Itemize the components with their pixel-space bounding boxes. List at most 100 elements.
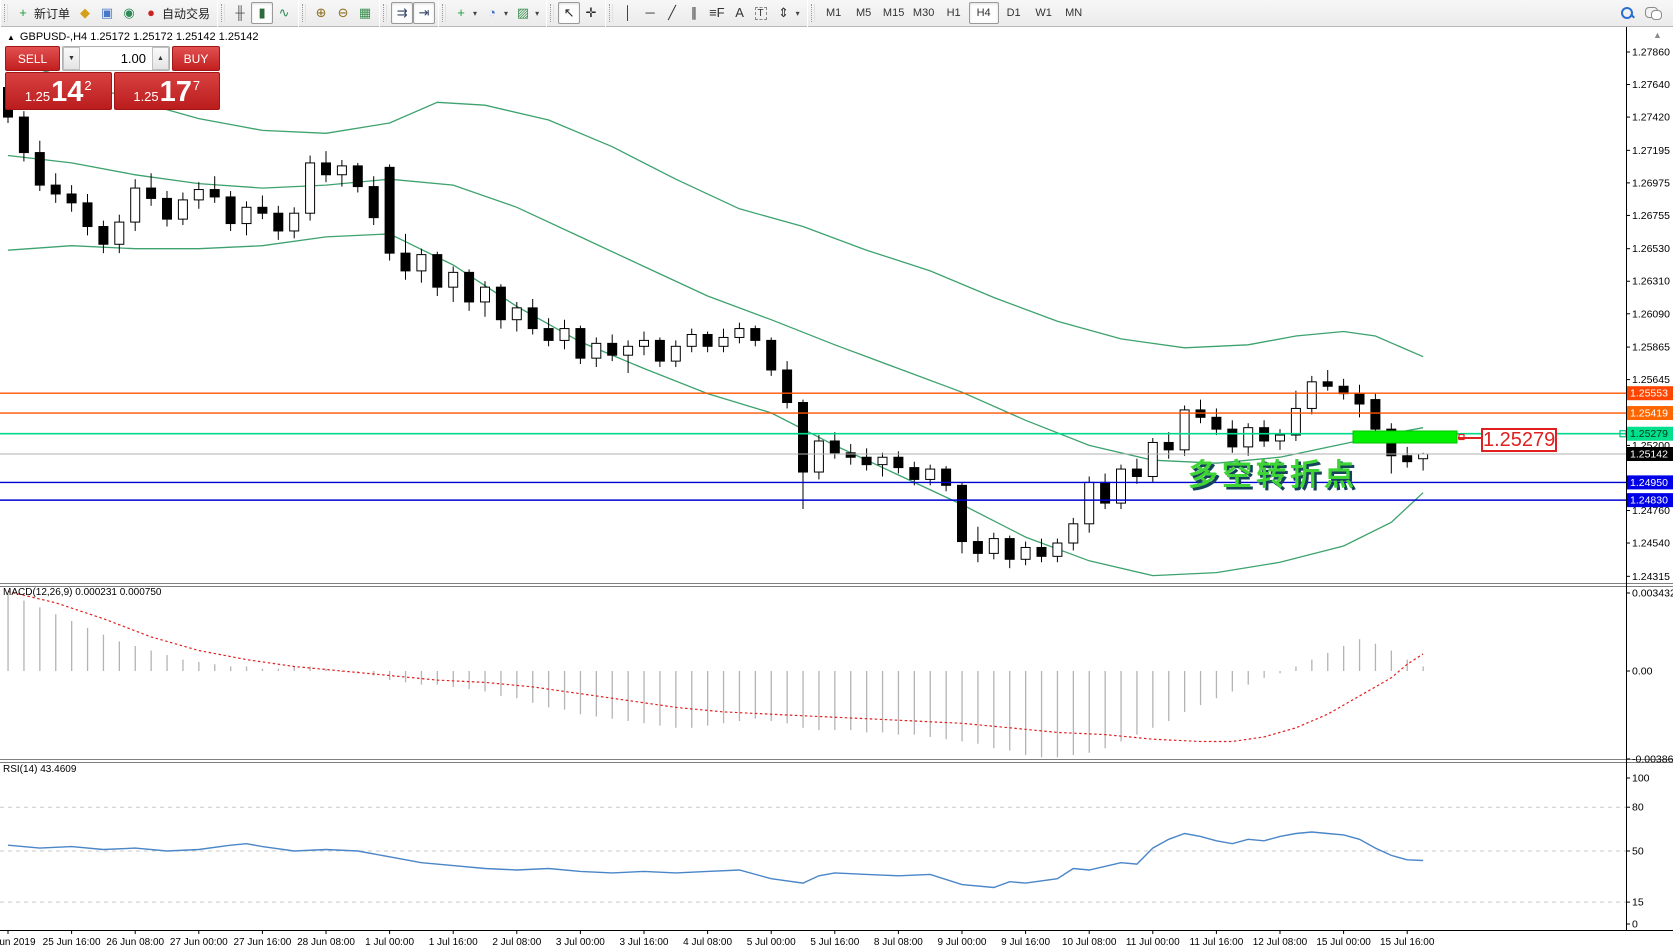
chart-annotation-text[interactable]: 多空转折点 [1188,458,1358,493]
crosshair-icon: ✛ [585,5,597,20]
chevron-down-icon[interactable]: ▾ [504,8,509,18]
buy-price-button[interactable]: 1.25 17 7 [113,72,220,110]
chevron-down-icon[interactable]: ▾ [535,8,540,18]
toolbar-drag-handle[interactable] [383,4,388,22]
macd-histogram-bar [738,671,741,721]
time-tick-label: 15 Jul 00:00 [1316,937,1371,948]
macd-indicator-label: MACD(12,26,9) 0.000231 0.000750 [3,587,162,598]
sell-price-button[interactable]: 1.25 14 2 [5,72,112,110]
timeframe-m5-button[interactable]: M5 [849,2,879,24]
timeframe-m15-button[interactable]: M15 [879,2,909,24]
candle-bear [957,484,967,543]
tile-windows-button[interactable]: ▦ [354,2,376,24]
toolbar-group: │ ─ ╱ ∥ ≡F A T ⇕ ▾ [605,0,807,27]
timeframe-w1-button[interactable]: W1 [1029,2,1059,24]
zoom-out-button[interactable]: ⊖ [332,2,354,24]
price-tick-label: 1.24540 [1632,538,1670,550]
candle-bear [18,116,29,154]
volume-increase-button[interactable]: ▲ [152,47,169,70]
timeframe-h1-button[interactable]: H1 [939,2,969,24]
candle-bear [1163,441,1174,451]
crosshair-button[interactable]: ✛ [580,2,602,24]
indicators-button[interactable]: + ▾ [450,2,481,24]
scroll-up-icon[interactable]: ▲ [1653,30,1662,40]
macd-histogram-bar [1152,671,1154,728]
templates-button[interactable]: ▨ ▾ [512,2,543,24]
zoom-in-button[interactable]: ⊕ [310,2,332,24]
timeframe-d1-button[interactable]: D1 [999,2,1029,24]
signals-button[interactable]: ◉ [118,2,140,24]
candle-bull [1306,381,1317,409]
price-callout-label[interactable]: 1.25279 [1481,428,1557,452]
chat-icon[interactable] [1645,6,1662,20]
zoom-in-icon: ⊕ [315,5,327,20]
new-order-button[interactable]: + 新订单 [12,2,74,24]
candles-chart-button[interactable]: ▮ [251,2,274,24]
panel-splitter[interactable] [0,762,1673,763]
search-icon[interactable] [1620,6,1635,21]
price-tick-label: 1.24760 [1632,505,1670,517]
chart-shift-button[interactable]: ⇥ [413,2,436,24]
macd-histogram-bar [691,671,693,728]
candle-bull [1116,468,1126,504]
time-tick-label: 1 Jul 00:00 [365,937,414,948]
horizontal-line-button[interactable]: ─ [639,2,661,24]
macd-histogram-bar [182,659,184,671]
macd-histogram-bar [1136,671,1138,735]
toolbar-drag-handle[interactable] [302,4,307,22]
metaeditor-button[interactable]: ◆ [74,2,96,24]
highlight-rectangle[interactable] [1352,430,1458,444]
candle-bear [861,456,872,466]
periods-button[interactable]: ◔ ▾ [481,2,512,24]
buy-button[interactable]: BUY [172,46,220,71]
toolbar-drag-handle[interactable] [550,4,555,22]
toolbar-drag-handle[interactable] [609,4,614,22]
timeframe-m30-button[interactable]: M30 [909,2,939,24]
sell-button[interactable]: SELL [5,46,60,71]
macd-histogram-bar [71,621,73,671]
toolbar-group: ↖ ✛ [546,0,605,27]
candle-bull [289,212,300,232]
auto-scroll-icon: ⇉ [396,5,408,20]
channel-button[interactable]: ∥ [683,2,705,24]
line-chart-button[interactable]: ∿ [273,2,295,24]
candle-bear [352,165,363,188]
auto-scroll-button[interactable]: ⇉ [391,2,414,24]
candle-bear [972,541,983,554]
panel-splitter[interactable] [0,583,1673,584]
volume-input[interactable] [80,47,152,70]
vertical-line-button[interactable]: │ [617,2,639,24]
timeframe-h4-button[interactable]: H4 [968,2,999,24]
timeframe-m1-button[interactable]: M1 [819,2,849,24]
cursor-button[interactable]: ↖ [558,2,581,24]
panel-splitter[interactable] [0,759,1673,760]
candle-bull [1290,407,1301,436]
fibonacci-button[interactable]: ≡F [705,2,729,24]
macd-histogram-bar [309,666,311,671]
chevron-down-icon[interactable]: ▾ [473,8,478,18]
arrows-button[interactable]: ⇕ ▾ [773,2,804,24]
toolbar-drag-handle[interactable] [810,4,815,22]
macd-histogram-bar [929,671,931,737]
candle-bear [66,193,77,204]
toolbar-drag-handle[interactable] [4,4,8,22]
macd-histogram-bar [1343,646,1345,671]
auto-trading-button[interactable]: ● 自动交易 [140,2,214,24]
new-chart-button[interactable]: ▣ [96,2,118,24]
timeframe-mn-button[interactable]: MN [1059,2,1089,24]
toolbar-group: + ▾ ◔ ▾ ▨ ▾ [438,0,546,27]
time-tick-label: 8 Jul 08:00 [874,937,923,948]
bars-chart-button[interactable]: ╫ [229,2,251,24]
text-label-button[interactable]: T [751,2,773,24]
text-button[interactable]: A [729,2,751,24]
candle-bull [1179,409,1190,451]
panel-splitter[interactable] [0,586,1673,587]
macd-histogram-bar [611,671,613,719]
volume-decrease-button[interactable]: ▼ [63,47,80,70]
rsi-tick-label: 0 [1632,919,1638,931]
toolbar-drag-handle[interactable] [221,4,226,22]
trendline-button[interactable]: ╱ [661,2,683,24]
chevron-down-icon[interactable]: ▾ [795,8,800,18]
toolbar-drag-handle[interactable] [442,4,447,22]
